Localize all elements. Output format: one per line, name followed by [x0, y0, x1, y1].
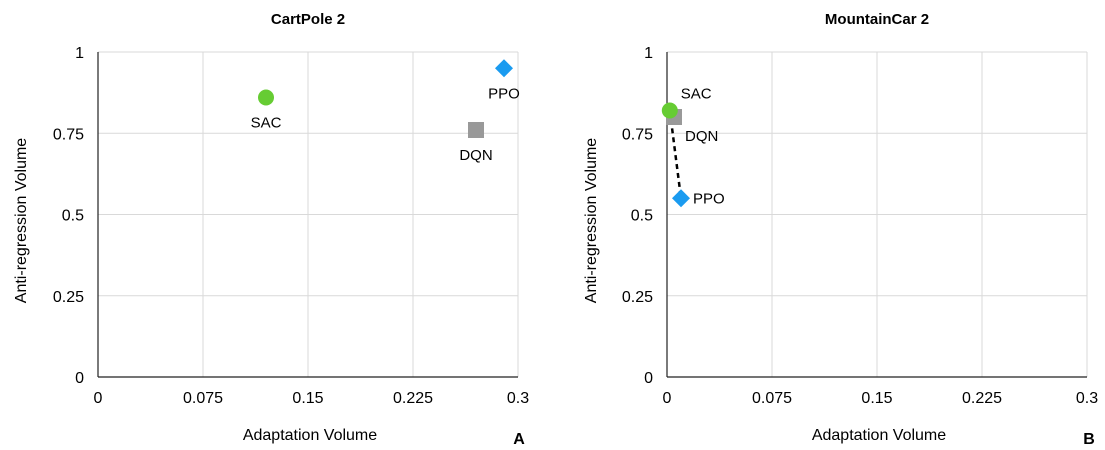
- chart-panel-1: CartPole 2 0 0.075 0.15 0.225 0.3 0 0.25 0.5 0.75…: [13, 11, 529, 448]
- y-tick-label: 0.5: [62, 208, 84, 225]
- y-axis-label: Anti-regression Volume: [13, 138, 30, 304]
- point-label-ppo: PPO: [693, 190, 725, 207]
- x-tick-label: 0: [663, 390, 672, 407]
- x-tick-label: 0.3: [1076, 390, 1098, 407]
- y-tick-label: 1: [644, 45, 653, 62]
- point-label-dqn: DQN: [685, 128, 718, 145]
- x-tick-label: 0.075: [752, 390, 792, 407]
- y-tick-label: 1: [75, 45, 84, 62]
- point-label-ppo: PPO: [488, 85, 520, 102]
- y-tick-label: 0.25: [53, 289, 84, 306]
- x-tick-label: 0.15: [292, 390, 323, 407]
- x-tick-label: 0.225: [393, 390, 433, 407]
- point-ppo: [495, 59, 513, 78]
- x-tick-label: 0.075: [183, 390, 223, 407]
- x-tick-label: 0.15: [861, 390, 892, 407]
- panel-label: A: [513, 431, 525, 448]
- y-tick-label: 0.75: [622, 126, 653, 143]
- dashed-connector-line: [668, 110, 683, 199]
- point-label-sac: SAC: [251, 115, 282, 132]
- point-sac: [258, 89, 274, 106]
- x-axis-label: Adaptation Volume: [812, 427, 946, 444]
- point-dqn: [468, 122, 484, 138]
- chart-panel-2: MountainCar 2 0 0.075 0.15 0.225 0.3 0 0.25 0.5 0…: [583, 11, 1098, 448]
- point-label-sac: SAC: [681, 86, 712, 103]
- y-tick-label: 0.25: [622, 289, 653, 306]
- y-tick-label: 0.75: [53, 126, 84, 143]
- panel-label: B: [1083, 431, 1095, 448]
- point-sac: [661, 102, 678, 119]
- x-tick-label: 0.225: [962, 390, 1002, 407]
- y-axis-label: Anti-regression Volume: [583, 138, 600, 304]
- x-tick-label: 0: [94, 390, 103, 407]
- x-axis-label: Adaptation Volume: [243, 427, 377, 444]
- y-tick-label: 0.5: [631, 208, 653, 225]
- chart-title: MountainCar 2: [825, 11, 929, 28]
- point-label-dqn: DQN: [459, 147, 492, 164]
- point-ppo: [672, 189, 690, 208]
- chart-title: CartPole 2: [271, 11, 345, 28]
- x-tick-label: 0.3: [507, 390, 529, 407]
- y-tick-label: 0: [75, 370, 84, 387]
- y-tick-label: 0: [644, 370, 653, 387]
